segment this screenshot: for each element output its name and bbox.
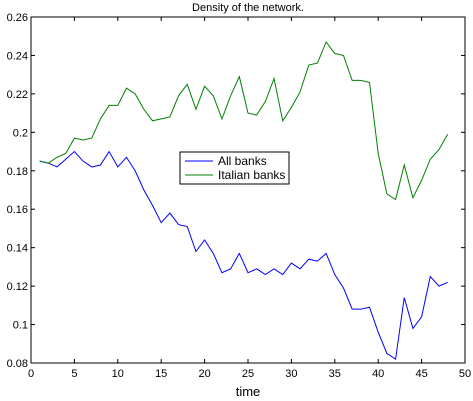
legend-label-italian-banks: Italian banks (218, 168, 285, 182)
plot-frame (30, 16, 466, 364)
y-tick-label: 0.2 (13, 127, 28, 139)
y-tick-label: 0.08 (7, 358, 28, 370)
y-tick-label: 0.12 (7, 281, 28, 293)
y-tick-label: 0.24 (7, 50, 28, 62)
x-tick-label: 10 (112, 368, 124, 380)
x-tick-label: 50 (459, 368, 471, 380)
y-tick-label: 0.22 (7, 89, 28, 101)
x-tick-label: 45 (415, 368, 427, 380)
legend-box (179, 151, 290, 185)
series-line-italian-banks (39, 40, 449, 201)
x-tick-label: 30 (285, 368, 297, 380)
y-tick-label: 0.1 (13, 320, 28, 332)
legend-label-all-banks: All banks (218, 154, 267, 168)
y-tick-label: 0.14 (7, 243, 28, 255)
x-tick-label: 25 (242, 368, 254, 380)
x-tick-label: 40 (372, 368, 384, 380)
plot-background (31, 17, 465, 363)
tick-layer: 0 5 10 15 20 25 30 35 40 45 50 0.08 0.1 0.12 0.14 0.16 0… (7, 12, 472, 380)
x-axis-title: time (236, 384, 261, 399)
series-layer (39, 40, 449, 361)
chart-title: Density of the network. (192, 2, 304, 14)
x-tick-label: 20 (198, 368, 210, 380)
y-tick-label: 0.18 (7, 166, 28, 178)
y-tick-label: 0.16 (7, 204, 28, 216)
series-line-all-banks (39, 150, 448, 361)
x-tick-label: 15 (155, 368, 167, 380)
x-tick-label: 35 (329, 368, 341, 380)
x-tick-label: 0 (28, 368, 34, 380)
y-tick-label: 0.26 (7, 12, 28, 24)
x-tick-label: 5 (71, 368, 77, 380)
